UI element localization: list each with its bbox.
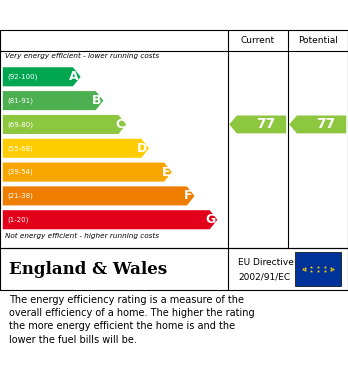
Text: (81-91): (81-91)	[7, 97, 33, 104]
Text: 77: 77	[316, 117, 335, 131]
Text: D: D	[137, 142, 147, 155]
Text: C: C	[115, 118, 125, 131]
Text: 77: 77	[256, 117, 275, 131]
Polygon shape	[3, 187, 195, 205]
Text: F: F	[184, 189, 193, 203]
Polygon shape	[3, 91, 103, 110]
Text: Current: Current	[241, 36, 275, 45]
Text: G: G	[205, 213, 216, 226]
Text: England & Wales: England & Wales	[9, 260, 167, 278]
Text: (21-38): (21-38)	[7, 193, 33, 199]
Polygon shape	[229, 115, 286, 133]
Polygon shape	[289, 115, 346, 133]
Text: 2002/91/EC: 2002/91/EC	[238, 273, 291, 282]
Text: (55-68): (55-68)	[7, 145, 33, 152]
Text: E: E	[161, 166, 170, 179]
Bar	[295, 252, 341, 286]
Text: Not energy efficient - higher running costs: Not energy efficient - higher running co…	[5, 233, 159, 239]
Text: Energy Efficiency Rating: Energy Efficiency Rating	[9, 7, 211, 23]
Polygon shape	[3, 163, 172, 181]
Text: The energy efficiency rating is a measure of the
overall efficiency of a home. T: The energy efficiency rating is a measur…	[9, 295, 254, 344]
Text: Potential: Potential	[298, 36, 338, 45]
Text: (1-20): (1-20)	[7, 217, 28, 223]
Text: (92-100): (92-100)	[7, 74, 37, 80]
Text: B: B	[92, 94, 102, 107]
Polygon shape	[3, 210, 218, 229]
Polygon shape	[3, 115, 126, 134]
Text: EU Directive: EU Directive	[238, 258, 294, 267]
Text: A: A	[69, 70, 79, 83]
Text: Very energy efficient - lower running costs: Very energy efficient - lower running co…	[5, 52, 159, 59]
Text: (39-54): (39-54)	[7, 169, 33, 175]
Polygon shape	[3, 139, 149, 158]
Polygon shape	[3, 67, 81, 86]
Text: (69-80): (69-80)	[7, 121, 33, 128]
